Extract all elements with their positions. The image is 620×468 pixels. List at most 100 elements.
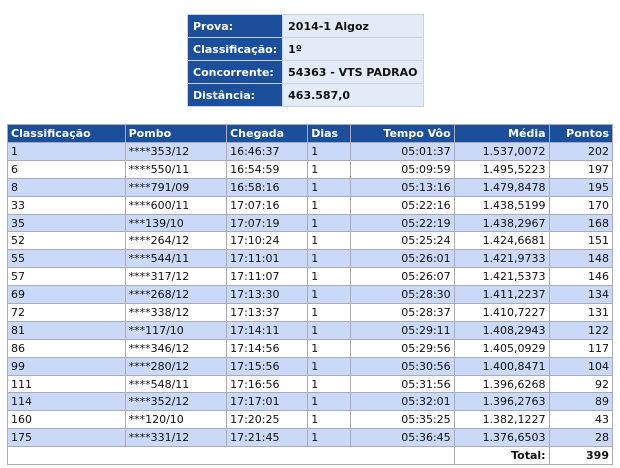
result-row: 6 ****550/11 16:54:59 1 05:09:59 1.495,5223 19…: [7, 159, 614, 179]
info-row: Classificação: 1º: [186, 37, 425, 61]
info-value: 2014-1 Algoz: [282, 14, 425, 38]
cell: 17:20:25: [226, 410, 309, 430]
info-label: Classificação:: [186, 37, 284, 61]
cell: 1.382,1227: [453, 410, 550, 430]
result-row: 33 ****600/11 17:07:16 1 05:22:16 1.438,5199 1…: [7, 195, 614, 215]
cell: 146: [548, 267, 614, 287]
cell: 05:29:56: [349, 338, 455, 358]
cell: 1: [307, 231, 351, 251]
cell: 05:29:11: [349, 320, 455, 340]
cell: 114: [7, 392, 126, 412]
info-value: 54363 - VTS PADRAO: [282, 60, 425, 84]
cell: 6: [7, 159, 126, 179]
cell: 17:14:11: [226, 320, 309, 340]
cell: 17:11:01: [226, 249, 309, 269]
cell: 05:26:01: [349, 249, 455, 269]
cell: 72: [7, 303, 126, 322]
cell: 17:07:16: [226, 195, 309, 215]
cell: 86: [7, 338, 126, 358]
cell: 1: [307, 338, 351, 358]
cell: 1: [307, 267, 351, 287]
cell: 1.438,2967: [453, 213, 550, 233]
results-table: Classificação Pombo Chegada Dias Tempo Vôo Mé…: [7, 124, 614, 466]
column-header: Chegada: [226, 124, 309, 143]
cell: ***120/10: [124, 410, 228, 430]
cell: 17:11:07: [226, 267, 309, 287]
cell: 170: [548, 195, 614, 215]
cell: 17:16:56: [226, 374, 309, 394]
cell: 1: [7, 142, 126, 161]
info-value: 1º: [282, 37, 425, 61]
cell: 1: [307, 177, 351, 197]
info-label: Concorrente:: [186, 60, 284, 84]
cell: ****280/12: [124, 356, 228, 376]
total-row: Total: 399: [7, 446, 614, 466]
cell: 1: [307, 374, 351, 394]
cell: 17:07:19: [226, 213, 309, 233]
cell: 05:31:56: [349, 374, 455, 394]
cell: 05:35:25: [349, 410, 455, 430]
info-row: Concorrente: 54363 - VTS PADRAO: [186, 60, 425, 84]
result-row: 86 ****346/12 17:14:56 1 05:29:56 1.405,0929 1…: [7, 338, 614, 358]
result-row: 55 ****544/11 17:11:01 1 05:26:01 1.421,9733 1…: [7, 249, 614, 269]
cell: ****338/12: [124, 303, 228, 322]
cell: 1.421,5373: [453, 267, 550, 287]
result-row: 160 ***120/10 17:20:25 1 05:35:25 1.382,1227 4…: [7, 410, 614, 430]
cell: ***117/10: [124, 320, 228, 340]
cell: 134: [548, 285, 614, 305]
cell: 1.411,2237: [453, 285, 550, 305]
cell: 117: [548, 338, 614, 358]
cell: 1.376,6503: [453, 428, 550, 448]
cell: 1: [307, 142, 351, 161]
result-row: 35 ***139/10 17:07:19 1 05:22:19 1.438,2967 16…: [7, 213, 614, 233]
cell: 05:26:07: [349, 267, 455, 287]
cell: 33: [7, 195, 126, 215]
cell: ****550/11: [124, 159, 228, 179]
result-row: 72 ****338/12 17:13:37 1 05:28:37 1.410,7227 1…: [7, 303, 614, 322]
cell: 1: [307, 303, 351, 322]
cell: 17:15:56: [226, 356, 309, 376]
cell: 92: [548, 374, 614, 394]
cell: 35: [7, 213, 126, 233]
header-row: Classificação Pombo Chegada Dias Tempo Vôo Mé…: [7, 124, 614, 143]
cell: ****353/12: [124, 142, 228, 161]
cell: 17:10:24: [226, 231, 309, 251]
cell: 05:28:30: [349, 285, 455, 305]
result-row: 8 ****791/09 16:58:16 1 05:13:16 1.479,8478 19…: [7, 177, 614, 197]
info-value: 463.587,0: [282, 83, 425, 107]
total-spacer: [7, 446, 455, 466]
cell: 05:13:16: [349, 177, 455, 197]
result-row: 69 ****268/12 17:13:30 1 05:28:30 1.411,2237 1…: [7, 285, 614, 305]
cell: 1: [307, 195, 351, 215]
cell: 1.400,8471: [453, 356, 550, 376]
cell: 05:28:37: [349, 303, 455, 322]
total-value: 399: [548, 446, 614, 466]
cell: 17:13:30: [226, 285, 309, 305]
column-header: Pontos: [548, 124, 614, 143]
cell: 131: [548, 303, 614, 322]
result-row: 114 ****352/12 17:17:01 1 05:32:01 1.396,2763…: [7, 392, 614, 412]
cell: 1.495,5223: [453, 159, 550, 179]
column-header: Média: [453, 124, 550, 143]
column-header: Tempo Vôo: [349, 124, 455, 143]
cell: ****331/12: [124, 428, 228, 448]
cell: 1.396,6268: [453, 374, 550, 394]
cell: 1.410,7227: [453, 303, 550, 322]
cell: 17:17:01: [226, 392, 309, 412]
info-label: Prova:: [186, 14, 284, 38]
cell: 05:36:45: [349, 428, 455, 448]
cell: 43: [548, 410, 614, 430]
cell: 1: [307, 428, 351, 448]
cell: 05:32:01: [349, 392, 455, 412]
result-row: 175 ****331/12 17:21:45 1 05:36:45 1.376,6503…: [7, 428, 614, 448]
cell: ****264/12: [124, 231, 228, 251]
cell: 104: [548, 356, 614, 376]
cell: 8: [7, 177, 126, 197]
cell: 16:58:16: [226, 177, 309, 197]
cell: 202: [548, 142, 614, 161]
cell: ****317/12: [124, 267, 228, 287]
cell: 148: [548, 249, 614, 269]
cell: 1: [307, 159, 351, 179]
cell: 175: [7, 428, 126, 448]
